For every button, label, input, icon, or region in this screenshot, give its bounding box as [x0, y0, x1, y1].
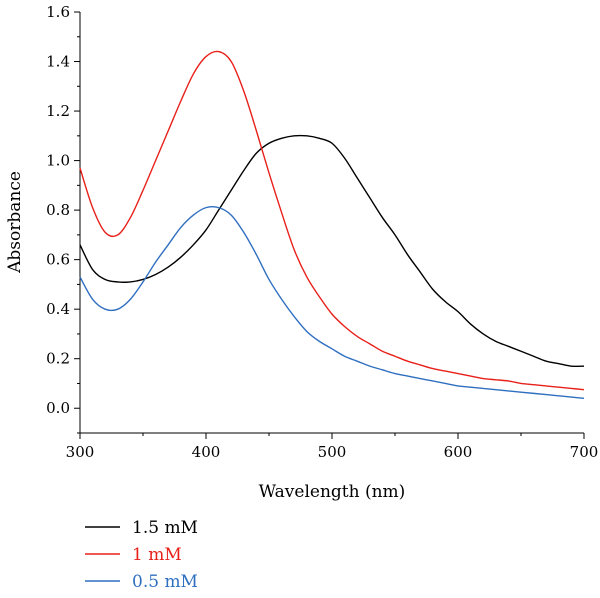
x-axis-title: Wavelength (nm)	[259, 482, 406, 502]
plot-area	[79, 12, 584, 434]
series-line-1-mm	[79, 50, 585, 391]
series-lines	[79, 50, 585, 400]
x-axis-ticks: 300 400 500 600 700	[66, 433, 599, 461]
x-tick-label: 500	[318, 443, 347, 461]
legend: 1.5 mM 1 mM 0.5 mM	[85, 518, 198, 592]
x-tick-label: 300	[66, 443, 95, 461]
series-line-0-5-mm	[79, 206, 585, 400]
y-tick-label: 1.0	[46, 152, 70, 170]
y-tick-label: 0.4	[46, 300, 70, 318]
y-axis-title: Absorbance	[5, 171, 25, 274]
x-tick-label: 400	[192, 443, 221, 461]
y-tick-label: 0.0	[46, 399, 70, 417]
y-tick-label: 0.8	[46, 201, 70, 219]
x-tick-label: 700	[570, 443, 599, 461]
y-tick-label: 1.4	[46, 53, 70, 71]
series-line-1-5-mm	[79, 134, 585, 368]
y-tick-label: 0.2	[46, 350, 70, 368]
y-tick-label: 0.6	[46, 251, 70, 269]
y-tick-label: 1.2	[46, 102, 70, 120]
y-tick-label: 1.6	[46, 3, 70, 21]
legend-label: 0.5 mM	[132, 572, 198, 592]
legend-label: 1.5 mM	[132, 518, 198, 538]
legend-label: 1 mM	[132, 545, 182, 565]
y-axis-ticks: 0.0 0.2 0.4 0.6 0.8 1.0 1.2 1.4 1.6	[46, 3, 80, 434]
x-tick-label: 600	[444, 443, 473, 461]
